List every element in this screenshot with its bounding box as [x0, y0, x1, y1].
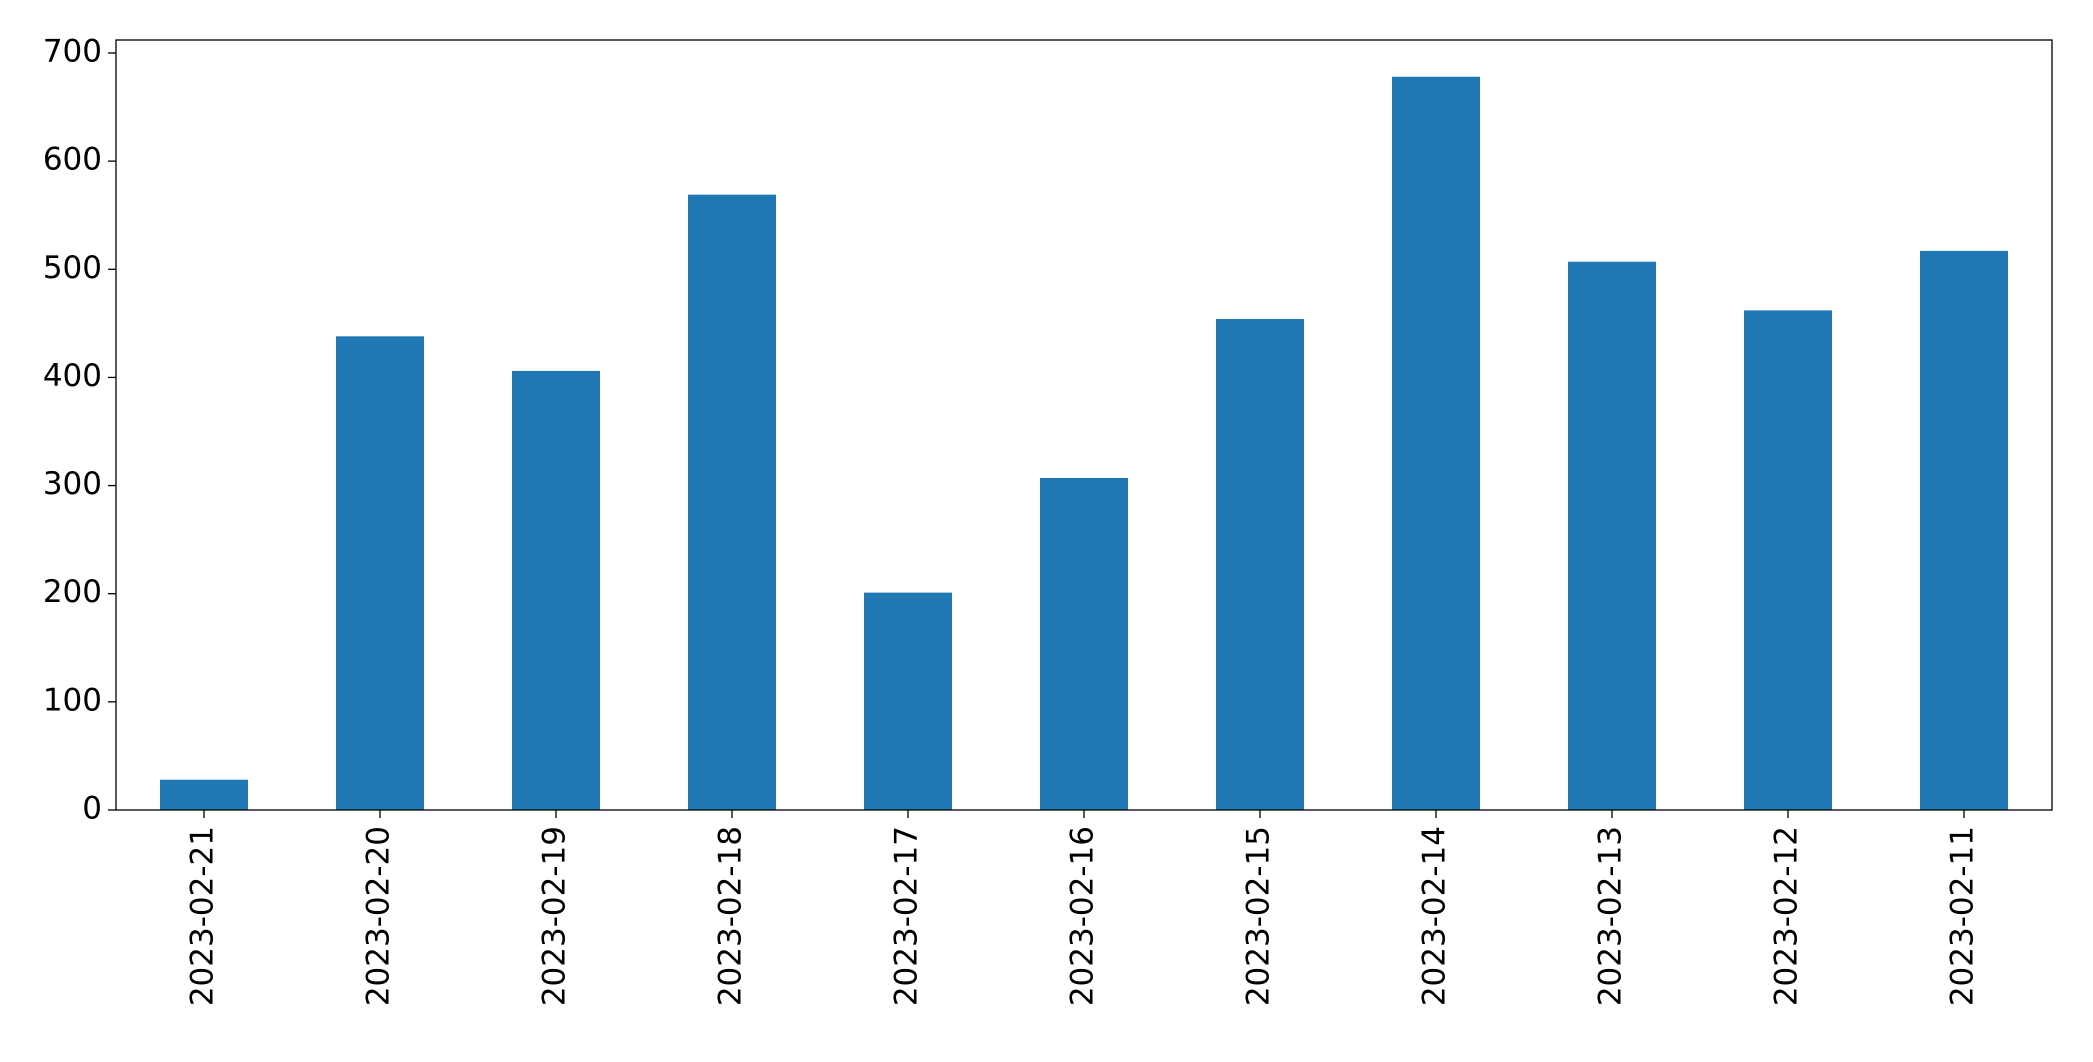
bar	[160, 779, 248, 810]
x-tick-label: 2023-02-15	[1241, 826, 1277, 1006]
bar	[1216, 319, 1304, 810]
y-tick-label: 200	[43, 574, 102, 610]
bar	[1392, 76, 1480, 811]
plot-frame	[115, 39, 2053, 811]
x-tick-label: 2023-02-12	[1769, 826, 1805, 1006]
y-tick-label: 500	[43, 250, 102, 286]
x-tick-label: 2023-02-18	[713, 826, 749, 1006]
bar	[1920, 250, 2008, 810]
y-tick-label: 700	[43, 33, 102, 69]
y-tick-label: 100	[43, 682, 102, 718]
y-tick-label: 300	[43, 466, 102, 502]
x-tick-label: 2023-02-17	[889, 826, 925, 1006]
x-tick-label: 2023-02-11	[1945, 826, 1981, 1006]
x-tick-label: 2023-02-13	[1593, 826, 1629, 1006]
bar	[1744, 310, 1832, 810]
bar	[1040, 477, 1128, 810]
x-tick-label: 2023-02-20	[361, 826, 397, 1006]
bar	[688, 194, 776, 811]
bar	[864, 592, 952, 810]
bar	[512, 370, 600, 810]
y-tick-label: 400	[43, 358, 102, 394]
x-tick-label: 2023-02-21	[185, 826, 221, 1006]
y-tick-label: 0	[82, 791, 102, 827]
bar	[336, 336, 424, 810]
x-tick-label: 2023-02-14	[1417, 826, 1453, 1006]
x-tick-label: 2023-02-16	[1065, 826, 1101, 1006]
y-tick-label: 600	[43, 142, 102, 178]
bar	[1568, 261, 1656, 810]
x-tick-label: 2023-02-19	[537, 826, 573, 1006]
